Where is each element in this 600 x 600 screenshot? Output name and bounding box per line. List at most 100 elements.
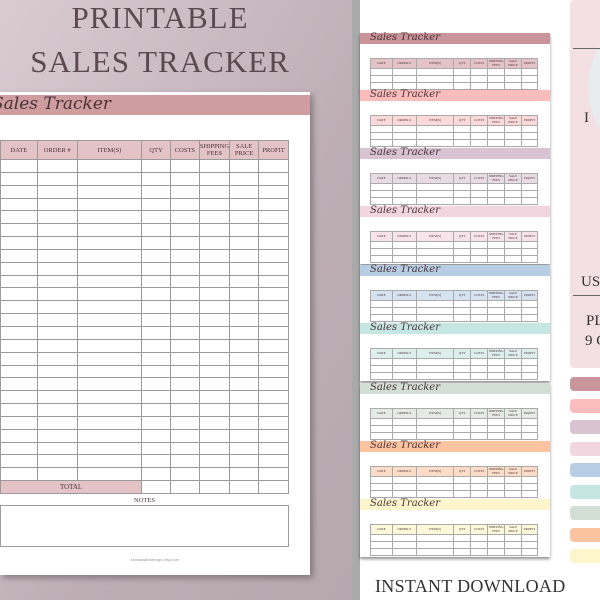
- table-cell: [370, 425, 393, 433]
- table-cell: [391, 248, 417, 256]
- table-cell: [470, 190, 489, 198]
- table-cell: [521, 75, 538, 83]
- table-cell: [470, 68, 489, 76]
- table-cell: [258, 390, 289, 405]
- variant-title: Sales Tracker: [370, 205, 441, 216]
- total-cell: [258, 480, 289, 494]
- table-cell: [169, 390, 200, 405]
- table-cell: [521, 358, 538, 366]
- table-cell: [504, 476, 523, 484]
- column-header: PROFIT: [521, 408, 538, 419]
- table-cell: [198, 428, 231, 443]
- table-cell: [391, 418, 417, 426]
- column-header: QTY: [141, 140, 171, 160]
- variant-title: Sales Tracker: [370, 498, 441, 509]
- table-cell: [487, 139, 506, 147]
- table-cell: [415, 68, 455, 76]
- table-cell: [169, 248, 200, 263]
- table-cell: [229, 467, 260, 482]
- table-cell: [198, 467, 231, 482]
- table-cell: [521, 183, 538, 191]
- table-cell: [453, 483, 472, 491]
- table-cell: [415, 139, 455, 147]
- table-cell: [169, 338, 200, 353]
- column-header: COSTS: [470, 290, 489, 301]
- table-cell: [169, 261, 200, 276]
- column-header: SHIPPING FEES: [487, 290, 506, 301]
- table-cell: [76, 467, 143, 482]
- column-header: SALE PRICE: [504, 408, 523, 419]
- table-cell: [391, 197, 417, 205]
- table-cell: [521, 476, 538, 484]
- table-cell: [229, 415, 260, 430]
- table-cell: [370, 418, 393, 426]
- table-cell: [198, 377, 231, 392]
- table-cell: [391, 432, 417, 440]
- table-cell: [169, 441, 200, 456]
- table-row: [370, 307, 538, 315]
- table-cell: [453, 425, 472, 433]
- column-header: PROFIT: [521, 115, 538, 126]
- table-cell: [415, 372, 455, 380]
- table-cell: [76, 274, 143, 289]
- table-cell: [169, 467, 200, 482]
- table-cell: [415, 483, 455, 491]
- column-header: QTY: [453, 173, 472, 184]
- table-cell: [487, 476, 506, 484]
- table-cell: [453, 476, 472, 484]
- column-header: DATE: [0, 140, 38, 160]
- table-cell: [0, 274, 38, 289]
- table-cell: [198, 287, 231, 302]
- table-cell: [370, 241, 393, 249]
- table-cell: [370, 248, 393, 256]
- variant-header-band: Sales Tracker: [360, 440, 550, 452]
- table-cell: [370, 490, 393, 498]
- table-cell: [453, 490, 472, 498]
- table-cell: [504, 365, 523, 373]
- table-cell: [36, 454, 78, 469]
- table-cell: [198, 313, 231, 327]
- table-cell: [487, 418, 506, 426]
- table-cell: [470, 432, 489, 440]
- variant-header-band: Sales Tracker: [360, 498, 550, 510]
- table-cell: [370, 183, 393, 191]
- table-cell: [76, 338, 143, 353]
- table-cell: [0, 159, 38, 173]
- table-row: [370, 75, 538, 83]
- table-cell: [36, 364, 78, 379]
- table-cell: [470, 248, 489, 256]
- table-cell: [391, 132, 417, 140]
- table-row: [370, 372, 538, 380]
- table-cell: [258, 261, 289, 276]
- column-header: ORDER #: [36, 140, 78, 160]
- table-cell: [0, 454, 38, 469]
- table-cell: [198, 351, 231, 366]
- column-header: DATE: [370, 115, 393, 126]
- table-cell: [391, 82, 417, 90]
- table-cell: [370, 476, 393, 484]
- table-cell: [453, 241, 472, 249]
- instant-download-label: INSTANT DOWNLOAD: [375, 576, 566, 596]
- table-cell: [0, 184, 38, 199]
- table-cell: [36, 300, 78, 315]
- column-header: SHIPPING FEES: [487, 408, 506, 419]
- table-cell: [521, 548, 538, 556]
- table-row: [370, 197, 538, 205]
- table-cell: [258, 248, 289, 263]
- table-cell: [169, 351, 200, 366]
- table-cell: [141, 454, 171, 469]
- table-cell: [470, 307, 489, 315]
- table-cell: [370, 125, 393, 133]
- column-header: SALE PRICE: [504, 348, 523, 359]
- table-cell: [36, 377, 78, 392]
- info-circle: [588, 12, 600, 162]
- table-cell: [370, 372, 393, 380]
- table-cell: [370, 132, 393, 140]
- table-cell: [169, 428, 200, 443]
- table-cell: [36, 248, 78, 263]
- column-header: QTY: [453, 231, 472, 242]
- table-cell: [453, 132, 472, 140]
- table-cell: [258, 428, 289, 443]
- table-cell: [391, 68, 417, 76]
- table-cell: [141, 325, 171, 340]
